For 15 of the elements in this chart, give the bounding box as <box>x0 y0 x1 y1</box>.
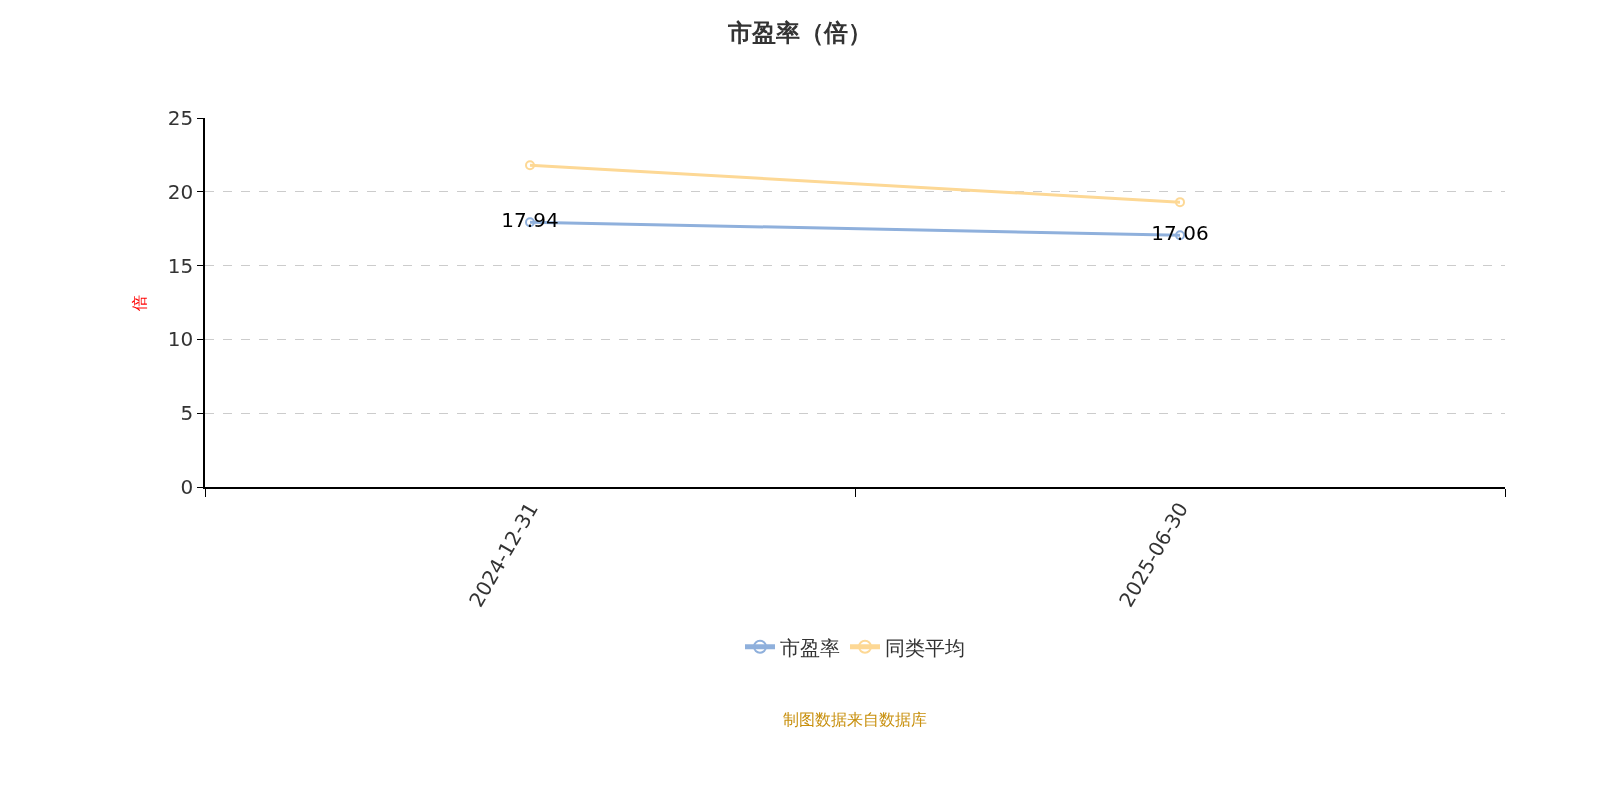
chart-title: 市盈率（倍） <box>727 18 872 47</box>
point <box>525 160 535 171</box>
legend-label: 市盈率 <box>780 635 840 660</box>
y-tick-label: 0 <box>180 475 194 499</box>
text: 制图数据来自数据库 <box>783 710 927 729</box>
point <box>1175 197 1185 208</box>
y-tick-label: 10 <box>167 327 194 352</box>
data-label: 17.06 <box>1151 221 1209 246</box>
y-tick-label: 5 <box>180 401 194 426</box>
legend-label: 同类平均 <box>885 635 965 660</box>
data-label: 17.94 <box>501 208 559 233</box>
y-tick-label: 20 <box>167 179 194 204</box>
y-tick-label: 25 <box>167 106 194 130</box>
y-axis-title: 倍 <box>130 294 150 311</box>
y-tick-label: 15 <box>167 253 194 278</box>
